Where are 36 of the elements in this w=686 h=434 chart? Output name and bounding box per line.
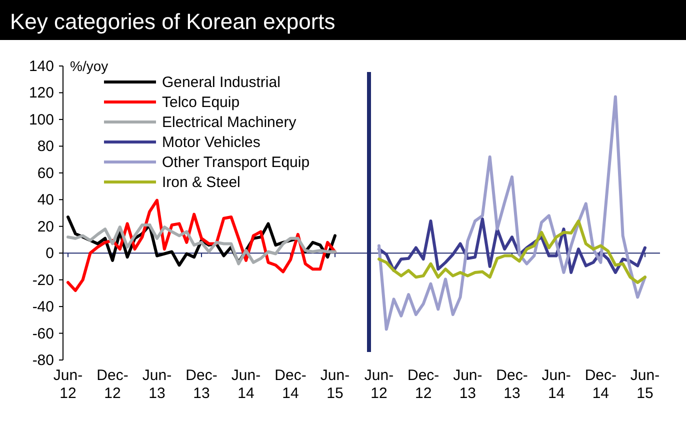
y-tick-label: -40 (32, 298, 54, 316)
legend-label: General Industrial (162, 74, 280, 91)
y-tick-label: 60 (37, 164, 54, 182)
x-tick-label: Jun-15 (320, 367, 350, 402)
chart-title: Key categories of Korean exports (10, 9, 336, 34)
x-tick-label: Dec-14 (584, 367, 617, 402)
y-tick-label: 20 (37, 218, 54, 236)
x-tick-label: Dec-14 (274, 367, 306, 402)
x-tick-label: Jun-15 (630, 367, 660, 402)
y-tick-label: -60 (32, 325, 54, 342)
x-tick-label: Jun-12 (53, 367, 83, 402)
x-tick-label: Dec-12 (96, 367, 128, 402)
y-tick-label: 0 (46, 245, 54, 262)
y-tick-label: 120 (28, 84, 54, 102)
x-tick-label: Dec-13 (496, 367, 528, 402)
y-tick-label: 80 (37, 138, 54, 156)
x-tick-label: Jun-14 (231, 367, 261, 402)
legend-label: Other Transport Equip (162, 154, 310, 171)
x-tick-label: Dec-13 (186, 367, 218, 402)
y-tick-label: 40 (37, 192, 54, 209)
y-tick-label: 100 (28, 111, 54, 128)
x-tick-label: Jun-14 (542, 367, 571, 402)
y-tick-label: -80 (32, 352, 54, 369)
x-tick-label: Jun-13 (453, 367, 482, 402)
legend-label: Telco Equip (162, 94, 240, 111)
legend-label: Iron & Steel (162, 174, 240, 191)
legend-label: Electrical Machinery (162, 114, 297, 131)
x-tick-label: Jun-13 (142, 367, 172, 402)
y-tick-label: 140 (28, 58, 54, 75)
x-tick-label: Dec-12 (407, 367, 440, 402)
x-tick-label: Jun-12 (364, 367, 394, 402)
line-series (66, 224, 336, 266)
y-axis-title: %/yoy (70, 58, 108, 74)
y-tick-label: -20 (32, 272, 54, 289)
legend-label: Motor Vehicles (162, 134, 260, 151)
line-series (66, 198, 336, 292)
